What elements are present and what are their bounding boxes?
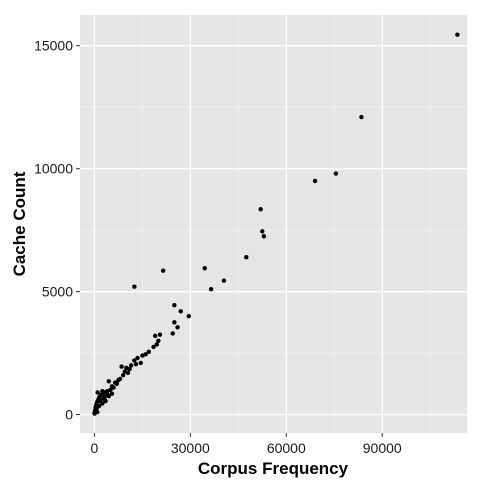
data-point <box>146 349 151 355</box>
x-axis-title: Corpus Frequency <box>198 459 349 478</box>
data-point <box>359 114 364 120</box>
major-gridlines <box>80 15 467 433</box>
y-tick-label: 5000 <box>42 284 73 300</box>
data-point <box>333 171 339 176</box>
data-point <box>175 325 180 330</box>
data-point <box>312 178 318 184</box>
data-point <box>109 391 115 396</box>
data-point <box>106 379 111 384</box>
data-point <box>127 366 132 372</box>
data-point <box>132 284 137 289</box>
y-axis-tick-labels: 0 5000 10000 15000 <box>34 38 73 423</box>
y-axis-ticks <box>76 45 80 416</box>
y-tick-label: 15000 <box>34 38 73 54</box>
data-point <box>202 266 207 271</box>
data-point <box>94 406 99 411</box>
data-point <box>135 355 140 361</box>
minor-gridlines <box>80 15 467 433</box>
data-point <box>157 332 163 337</box>
y-tick-label: 0 <box>65 407 73 423</box>
data-point <box>133 361 139 367</box>
data-point <box>140 353 145 358</box>
data-point <box>116 377 121 383</box>
data-point <box>172 302 177 308</box>
y-axis-title: Cache Count <box>10 171 29 276</box>
data-point <box>95 390 100 395</box>
data-point <box>186 314 191 319</box>
data-point <box>156 338 161 343</box>
data-point <box>138 360 143 366</box>
data-point <box>114 381 119 387</box>
data-point <box>132 358 137 363</box>
data-point <box>119 364 124 369</box>
data-point <box>258 207 263 212</box>
data-point <box>160 268 166 273</box>
data-point <box>221 278 227 283</box>
x-tick-label: 90000 <box>363 440 402 456</box>
data-point <box>105 392 111 398</box>
data-point <box>125 370 131 375</box>
data-point <box>111 385 116 390</box>
data-point <box>178 309 183 314</box>
data-point <box>128 363 134 368</box>
y-tick-label: 10000 <box>34 161 73 177</box>
data-point <box>172 320 177 325</box>
x-axis-tick-labels: 0 30000 60000 90000 <box>90 440 401 456</box>
data-point <box>260 229 265 234</box>
data-point <box>120 373 126 378</box>
data-point <box>95 409 100 415</box>
data-point <box>154 342 159 347</box>
x-tick-label: 30000 <box>171 440 210 456</box>
data-points <box>92 32 460 416</box>
data-point <box>261 234 267 239</box>
data-point <box>455 32 460 37</box>
data-point <box>170 331 175 336</box>
plot-panel <box>80 15 467 433</box>
data-point <box>103 398 108 404</box>
x-axis-ticks <box>93 433 383 437</box>
data-point <box>152 333 158 339</box>
data-point <box>208 286 214 292</box>
data-point <box>151 344 156 350</box>
x-tick-label: 0 <box>90 440 98 456</box>
data-point <box>97 398 103 404</box>
data-point <box>244 254 249 260</box>
data-point <box>100 389 105 394</box>
x-tick-label: 60000 <box>267 440 306 456</box>
